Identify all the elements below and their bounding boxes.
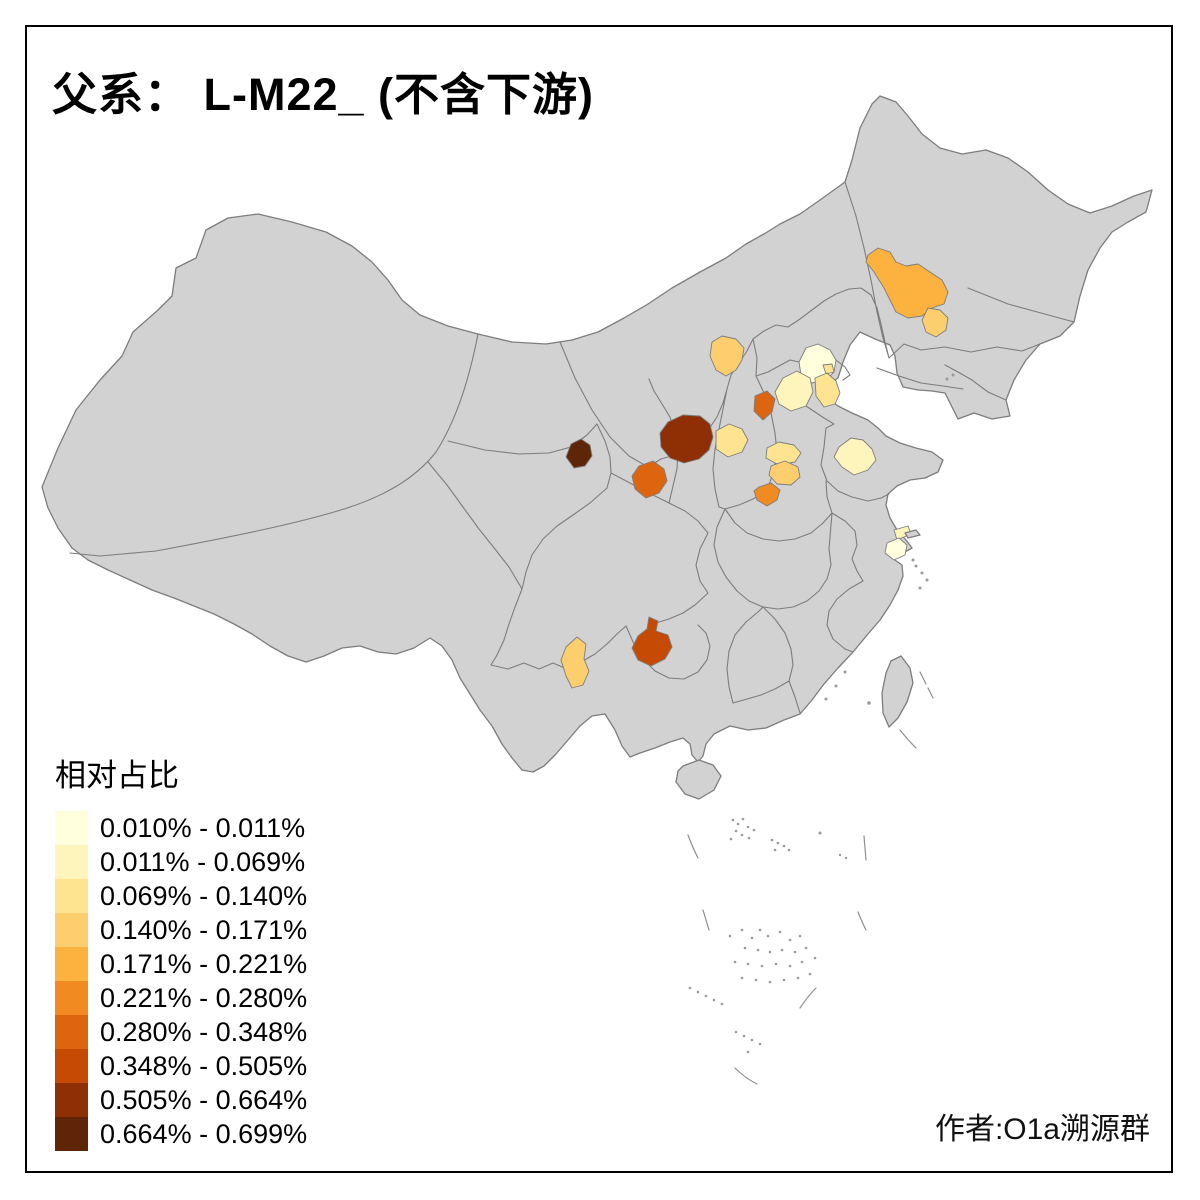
legend-row: 0.140% - 0.171% [55,913,307,947]
legend-row: 0.348% - 0.505% [55,1049,307,1083]
map-region-hebei-central [774,370,814,412]
map-region-qinghai-east [565,438,593,469]
legend-label: 0.140% - 0.171% [100,915,308,945]
choropleth-regions [560,247,949,689]
map-region-shandong-west [833,437,877,476]
legend-swatch [55,879,88,913]
legend-row: 0.221% - 0.280% [55,981,307,1015]
legend-label: 0.348% - 0.505% [100,1051,308,1081]
legend-row: 0.069% - 0.140% [55,879,307,913]
map-region-tianjin [814,372,841,408]
legend-label: 0.280% - 0.348% [100,1017,308,1047]
map-region-shanxi-north [753,390,776,421]
legend-swatch [55,981,88,1015]
legend-swatch [55,1049,88,1083]
map-region-shanghai [884,537,908,561]
legend-label: 0.010% - 0.011% [100,813,306,843]
legend-swatch [55,811,88,845]
map-region-yunnan-east [560,636,590,689]
legend-label: 0.664% - 0.699% [100,1119,308,1149]
legend-title: 相对占比 [55,758,179,793]
mainland-outline [41,95,1153,773]
legend-row: 0.010% - 0.011% [55,811,307,845]
legend-row: 0.280% - 0.348% [55,1015,307,1049]
legend-swatch [55,1015,88,1049]
map-region-northeast-large [865,247,949,319]
islands [675,529,921,800]
map-region-zhangjiakou [709,335,745,377]
map-region-shijiazhuang [765,441,802,466]
legend-label: 0.221% - 0.280% [100,983,308,1013]
map-region-beijing-enclave [822,363,835,375]
legend-swatch [55,845,88,879]
south-china-sea-islets [687,373,955,1085]
legend-row: 0.171% - 0.221% [55,947,307,981]
legend-label: 0.171% - 0.221% [100,949,308,979]
map-region-gansu-central [631,460,668,499]
chongming-island [904,529,921,539]
map-region-shaanxi-north [659,414,714,464]
legend-swatch [55,913,88,947]
map-region-handan [753,482,781,507]
legend-row: 0.664% - 0.699% [55,1117,307,1151]
legend-swatch [55,1117,88,1151]
islet-dots [688,373,955,1054]
map-region-northeast-small [921,307,949,338]
legend-row: 0.011% - 0.069% [55,845,307,879]
hainan-island [675,759,722,800]
legend-label: 0.011% - 0.069% [100,847,306,877]
map-region-guizhou-north [631,616,673,667]
legend-swatch [55,947,88,981]
legend-label: 0.069% - 0.140% [100,881,308,911]
legend-rows: 0.010% - 0.011% 0.011% - 0.069% 0.069% -… [55,811,307,1151]
legend-label: 0.505% - 0.664% [100,1085,308,1115]
page-title: 父系： L-M22_ (不含下游) [52,69,595,120]
author-credit: 作者:O1a溯源群 [934,1113,1150,1146]
map-region-xingtai [768,460,801,486]
legend: 相对占比 0.010% - 0.011% 0.011% - 0.069% 0.0… [55,750,307,1151]
taiwan-island [881,655,914,728]
legend-row: 0.505% - 0.664% [55,1083,307,1117]
legend-swatch [55,1083,88,1117]
map-region-shanxi-west [715,423,749,458]
